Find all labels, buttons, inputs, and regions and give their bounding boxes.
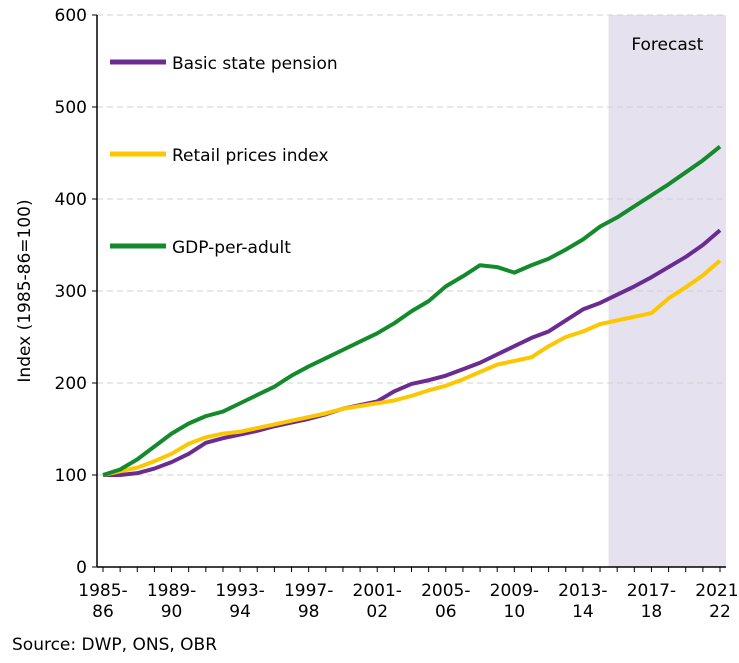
series-line [103,228,722,477]
y-tick-label: 400 [55,190,87,210]
x-tick-label-line: 94 [229,602,251,622]
x-tick-label: 2013-14 [558,581,607,622]
y-axis-label: Index (1985-86=100) [15,199,35,382]
y-tick-label: 500 [55,98,87,118]
x-tick-label-line: 2001- [353,581,402,601]
x-tick-label: 1985-86 [78,581,127,622]
y-tick-label: 200 [55,374,87,394]
source: Source: DWP, ONS, OBR [12,635,217,655]
x-tick-label-line: 10 [504,602,526,622]
x-tick-label-line: 02 [366,602,388,622]
legend-label: GDP-per-adult [172,238,291,258]
x-tick-label-line: 1997- [284,581,333,601]
x-tick-label: 2021-22 [695,581,739,622]
series-line [102,145,722,477]
x-tick-label: 2005-06 [421,581,470,622]
y-tick-label: 100 [55,466,87,486]
y-tick-label: 0 [76,558,87,578]
x-tick-label: 1993-94 [215,581,264,622]
x-tick-label-line: 1985- [78,581,127,601]
x-tick-label: 2001-02 [353,581,402,622]
x-tick-label-line: 14 [572,602,594,622]
series-line [102,259,722,477]
y-tick-label: 600 [55,6,87,26]
forecast-label: Forecast [631,35,703,55]
x-tick-label-line: 06 [435,602,457,622]
x-tick-label-line: 2013- [558,581,607,601]
x-tick-label-line: 98 [298,602,320,622]
x-tick-label-line: 22 [709,602,731,622]
x-tick-label: 2017-18 [627,581,676,622]
legend-label: Basic state pension [172,54,338,74]
x-tick-label-line: 1993- [215,581,264,601]
x-tick-label-line: 86 [92,602,114,622]
x-tick-label: 1989-90 [147,581,196,622]
x-tick-label-line: 2021- [695,581,739,601]
x-tick-label-line: 2009- [490,581,539,601]
x-tick-label-line: 2005- [421,581,470,601]
legend-label: Retail prices index [172,146,329,166]
x-tick-label-line: 90 [161,602,183,622]
x-tick-label: 2009-10 [490,581,539,622]
x-tick-label: 1997-98 [284,581,333,622]
x-tick-label-line: 2017- [627,581,676,601]
x-tick-label-line: 18 [641,602,663,622]
x-tick-label-line: 1989- [147,581,196,601]
y-tick-label: 300 [55,282,87,302]
